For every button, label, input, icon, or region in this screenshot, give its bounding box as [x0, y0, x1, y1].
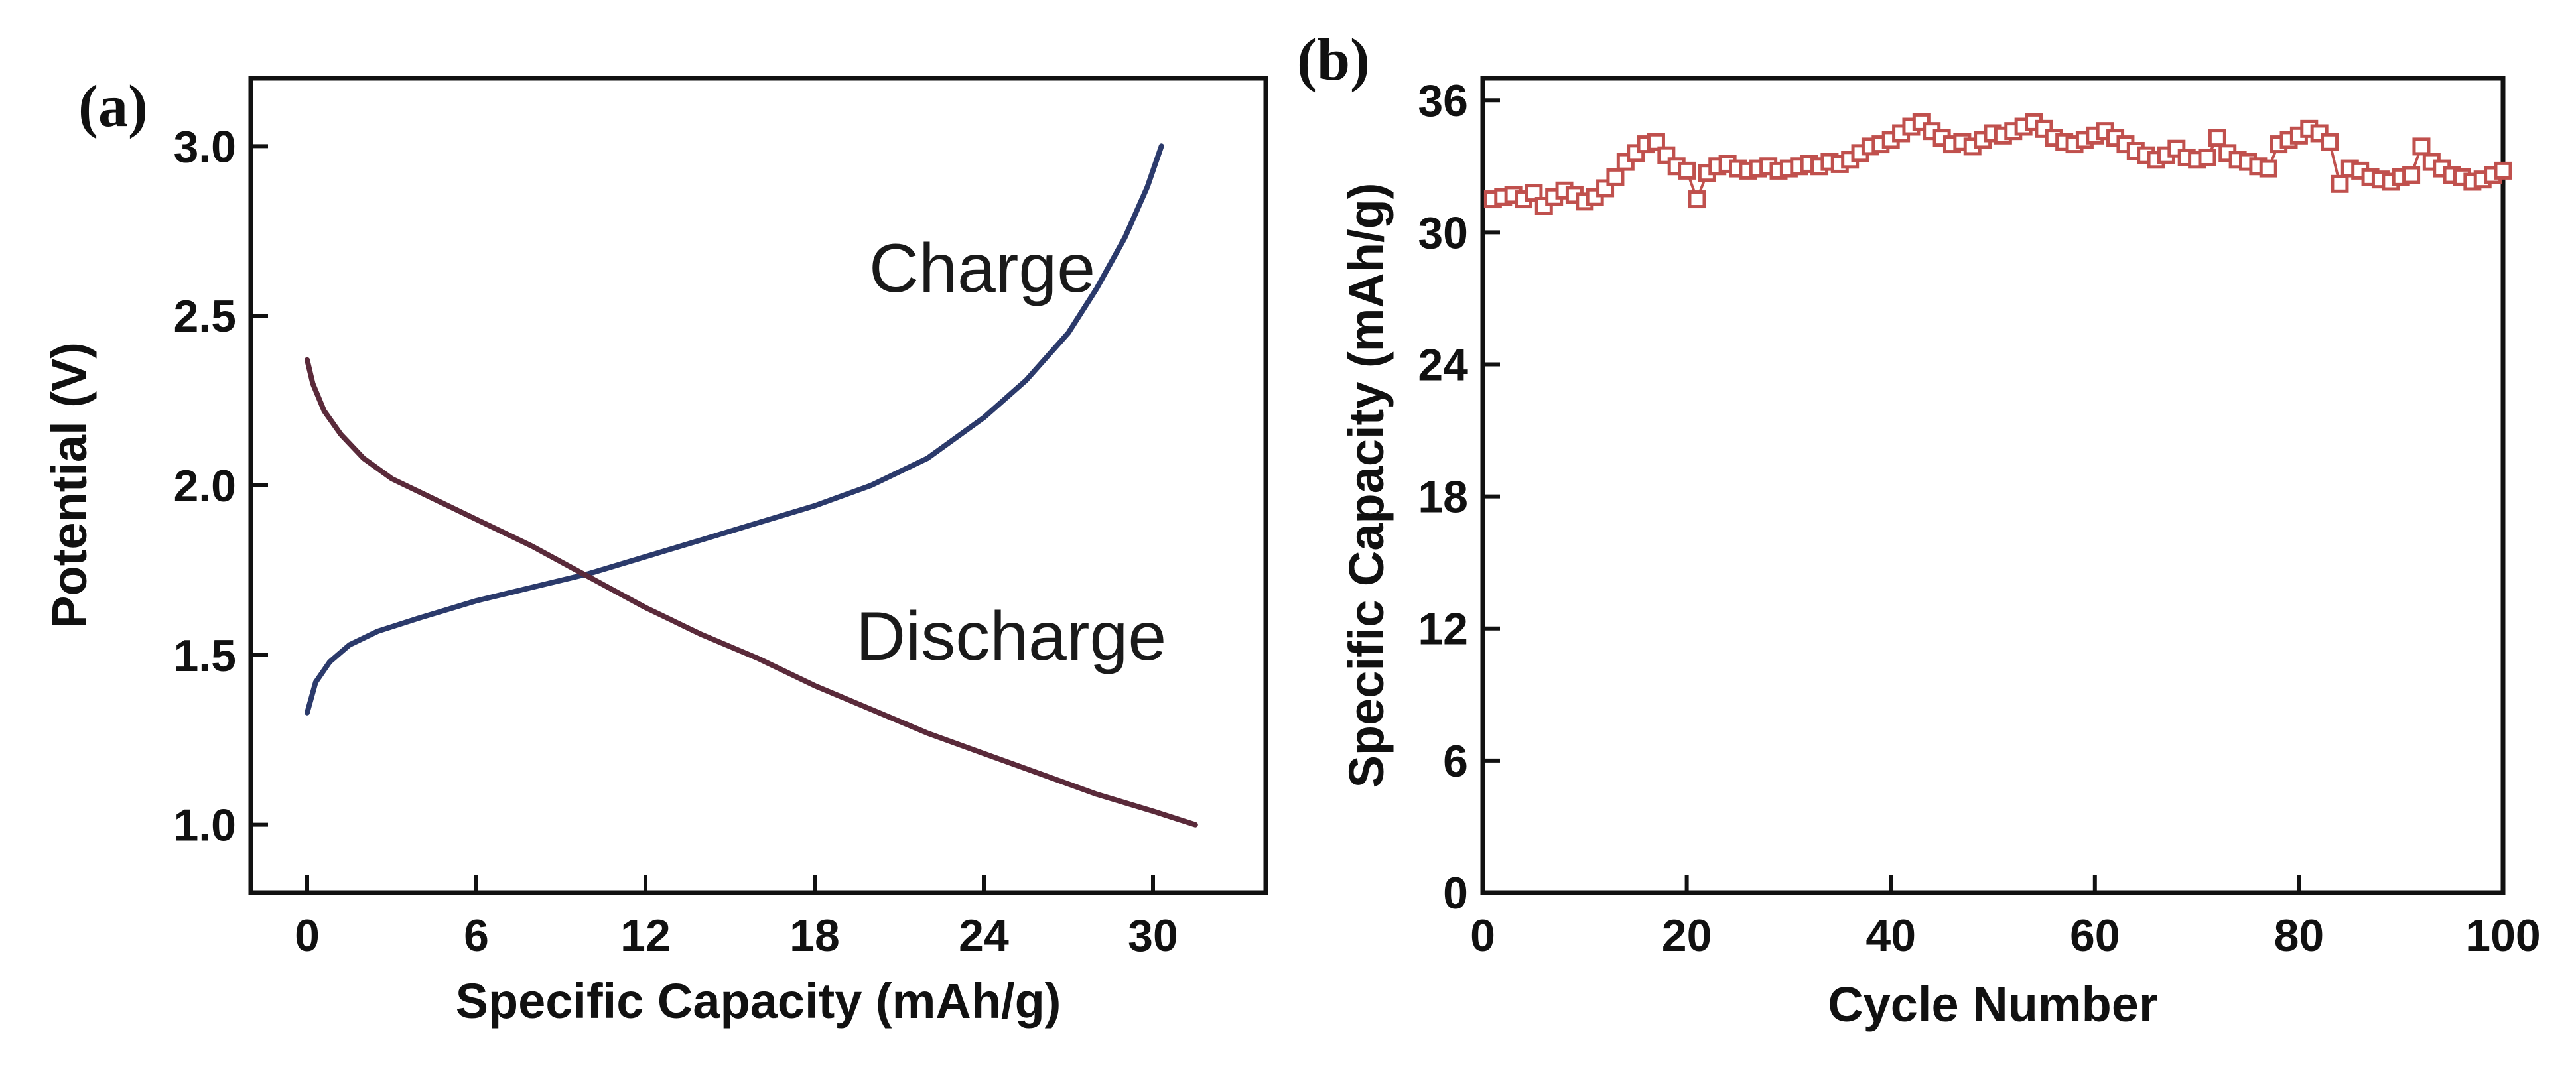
capacity-point [2259, 159, 2277, 178]
panel-a-y-tick-label: 3.0 [173, 121, 236, 172]
panel-a-y-tick-label: 2.0 [173, 461, 236, 511]
panel-a-x-tick-label: 18 [789, 910, 840, 961]
panel-a-y-axis: 1.0 1.5 2.0 2.5 3.0 [173, 121, 268, 851]
panel-b-cycling-chart: (b) 0 20 40 60 80 100 0 6 12 18 24 30 36 Cycle Numb… [1297, 27, 2541, 1032]
capacity-point [2331, 174, 2349, 193]
panel-b-y-tick-label: 18 [1418, 472, 1468, 523]
panel-b-y-tick-label: 0 [1443, 868, 1468, 918]
capacity-point [2321, 133, 2339, 151]
capacity-point [1688, 190, 1706, 209]
panel-a-x-tick-label: 24 [959, 910, 1009, 961]
charge-annotation: Charge [869, 230, 1095, 307]
capacity-point [1606, 168, 1625, 186]
panel-b-series [1483, 113, 2512, 215]
panel-b-label: (b) [1297, 27, 1370, 93]
panel-a-y-tick-label: 2.5 [173, 291, 236, 342]
capacity-point [1525, 184, 1543, 202]
capacity-point [2494, 161, 2512, 180]
panel-b-x-tick-label: 100 [2465, 910, 2540, 961]
panel-b-y-tick-label: 6 [1443, 736, 1468, 786]
panel-b-y-axis-title: Specific Capacity (mAh/g) [1339, 183, 1394, 788]
capacity-point [2402, 166, 2421, 184]
panel-b-y-tick-label: 36 [1418, 76, 1468, 126]
panel-a-x-axis-title: Specific Capacity (mAh/g) [456, 973, 1061, 1029]
charge-curve [305, 143, 1164, 716]
panel-b-x-axis: 0 20 40 60 80 100 [1470, 875, 2541, 961]
panel-b-y-axis: 0 6 12 18 24 30 36 [1418, 76, 1500, 918]
panel-b-x-tick-label: 0 [1470, 910, 1495, 961]
panel-b-plot-frame [1480, 76, 2506, 895]
panel-b-x-axis-title: Cycle Number [1828, 977, 2158, 1032]
panel-b-y-tick-label: 24 [1418, 340, 1468, 390]
panel-b-y-tick-label: 30 [1418, 208, 1468, 258]
panel-a-x-tick-label: 0 [295, 910, 320, 961]
panel-a-y-tick-label: 1.0 [173, 800, 236, 851]
discharge-annotation: Discharge [856, 598, 1166, 675]
panel-b-x-tick-label: 40 [1865, 910, 1916, 961]
panel-a-y-tick-label: 1.5 [173, 631, 236, 681]
panel-b-y-tick-label: 12 [1418, 604, 1468, 655]
panel-a-x-tick-label: 12 [620, 910, 671, 961]
capacity-point [2208, 129, 2226, 147]
panel-a-charge-discharge-chart: (a) 0 6 12 18 24 30 1.0 1.5 2.0 2.5 3.0 Charge Di… [42, 74, 1268, 1029]
capacity-point [2412, 137, 2431, 156]
capacity-point [1647, 133, 1665, 151]
panel-b-x-tick-label: 60 [2070, 910, 2120, 961]
panel-a-x-tick-label: 30 [1128, 910, 1178, 961]
panel-a-series [305, 143, 1198, 828]
panel-a-x-tick-label: 6 [464, 910, 489, 961]
capacity-point [2198, 148, 2216, 166]
panel-a-y-axis-title: Potential (V) [42, 342, 97, 629]
panel-b-x-tick-label: 20 [1662, 910, 1712, 961]
panel-a-x-axis: 0 6 12 18 24 30 [295, 875, 1178, 961]
panel-b-x-tick-label: 80 [2274, 910, 2325, 961]
discharge-curve [305, 357, 1198, 828]
panel-a-label: (a) [78, 74, 148, 139]
capacity-point [1678, 161, 1696, 180]
